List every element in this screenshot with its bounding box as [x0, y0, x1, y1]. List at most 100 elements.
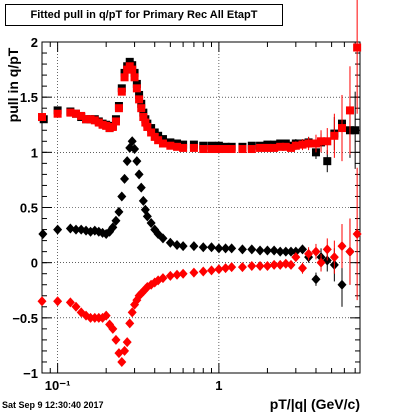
- data-point: [165, 270, 175, 281]
- data-point: [256, 143, 265, 152]
- data-point: [108, 122, 117, 131]
- data-point: [108, 323, 118, 334]
- data-point: [352, 228, 362, 239]
- x-tick-label: 10⁻¹: [45, 378, 71, 393]
- data-point: [179, 143, 188, 152]
- data-point: [122, 156, 132, 167]
- data-point: [128, 65, 137, 74]
- data-point: [298, 263, 308, 274]
- data-point: [111, 117, 120, 126]
- data-point: [189, 143, 198, 152]
- series-1: [38, 0, 362, 162]
- data-point: [221, 243, 231, 254]
- data-point: [227, 243, 237, 254]
- data-point: [158, 273, 168, 284]
- data-point: [286, 143, 295, 152]
- data-point: [135, 95, 144, 104]
- data-point: [114, 206, 124, 217]
- data-point: [139, 108, 148, 117]
- data-point: [158, 135, 167, 144]
- data-point: [337, 279, 347, 290]
- data-point: [214, 243, 224, 254]
- data-point: [114, 104, 123, 113]
- data-point: [189, 241, 199, 252]
- data-point: [127, 136, 137, 147]
- data-point: [345, 246, 355, 257]
- data-point: [198, 242, 208, 253]
- data-point: [53, 224, 63, 235]
- data-point: [247, 244, 257, 255]
- data-point: [353, 43, 362, 52]
- data-point: [138, 195, 148, 206]
- data-point: [125, 318, 135, 329]
- data-point: [330, 131, 339, 140]
- data-point: [111, 215, 121, 226]
- data-point: [298, 140, 307, 149]
- data-point: [237, 244, 247, 255]
- data-point: [255, 260, 265, 271]
- data-point: [207, 242, 217, 253]
- chart-title: Fitted pull in q/pT for Primary Rec All …: [5, 4, 283, 26]
- data-point: [122, 337, 132, 348]
- data-point: [221, 263, 231, 274]
- data-point: [269, 259, 279, 270]
- data-point: [86, 115, 95, 124]
- data-point: [158, 139, 167, 148]
- data-point: [101, 310, 111, 321]
- data-point: [275, 259, 285, 270]
- data-point: [291, 252, 301, 263]
- data-point: [120, 345, 130, 356]
- data-point: [71, 224, 81, 235]
- data-point: [281, 246, 291, 257]
- data-point: [53, 109, 62, 118]
- y-tick-label: 0.5: [20, 201, 38, 216]
- data-point: [142, 211, 152, 222]
- data-point: [227, 262, 237, 273]
- data-point: [286, 259, 296, 270]
- data-point: [137, 99, 146, 108]
- data-point: [255, 245, 265, 256]
- data-point: [237, 262, 247, 273]
- data-point: [132, 156, 142, 167]
- data-point: [172, 269, 182, 280]
- data-point: [154, 136, 163, 145]
- data-point: [143, 122, 152, 131]
- data-point: [158, 233, 168, 244]
- series-2: [38, 136, 355, 307]
- data-point: [298, 244, 308, 255]
- y-axis-label: pull in q/pT: [5, 47, 21, 123]
- series-3: [37, 167, 362, 367]
- data-point: [214, 264, 224, 275]
- data-point: [329, 252, 339, 263]
- data-point: [304, 139, 313, 148]
- data-point: [214, 145, 223, 154]
- data-point: [146, 217, 156, 228]
- data-point: [172, 240, 182, 251]
- data-point: [311, 274, 321, 285]
- data-point: [351, 126, 360, 135]
- data-point: [139, 113, 148, 122]
- data-point: [189, 267, 199, 278]
- data-point: [120, 173, 130, 184]
- data-point: [134, 169, 144, 180]
- data-point: [132, 84, 141, 93]
- data-point: [238, 145, 247, 154]
- data-point: [291, 246, 301, 257]
- data-point: [317, 137, 326, 146]
- data-point: [311, 246, 321, 257]
- data-point: [345, 106, 354, 115]
- data-point: [270, 143, 279, 152]
- y-tick-label: 1: [31, 145, 38, 160]
- data-point: [247, 260, 257, 271]
- data-point: [120, 73, 129, 82]
- data-point: [165, 237, 175, 248]
- data-point: [337, 241, 347, 252]
- data-point: [276, 142, 285, 151]
- data-point: [291, 141, 300, 150]
- data-point: [263, 143, 272, 152]
- data-point: [38, 113, 46, 122]
- data-point: [77, 111, 86, 120]
- data-point: [316, 257, 326, 268]
- data-point: [262, 245, 272, 256]
